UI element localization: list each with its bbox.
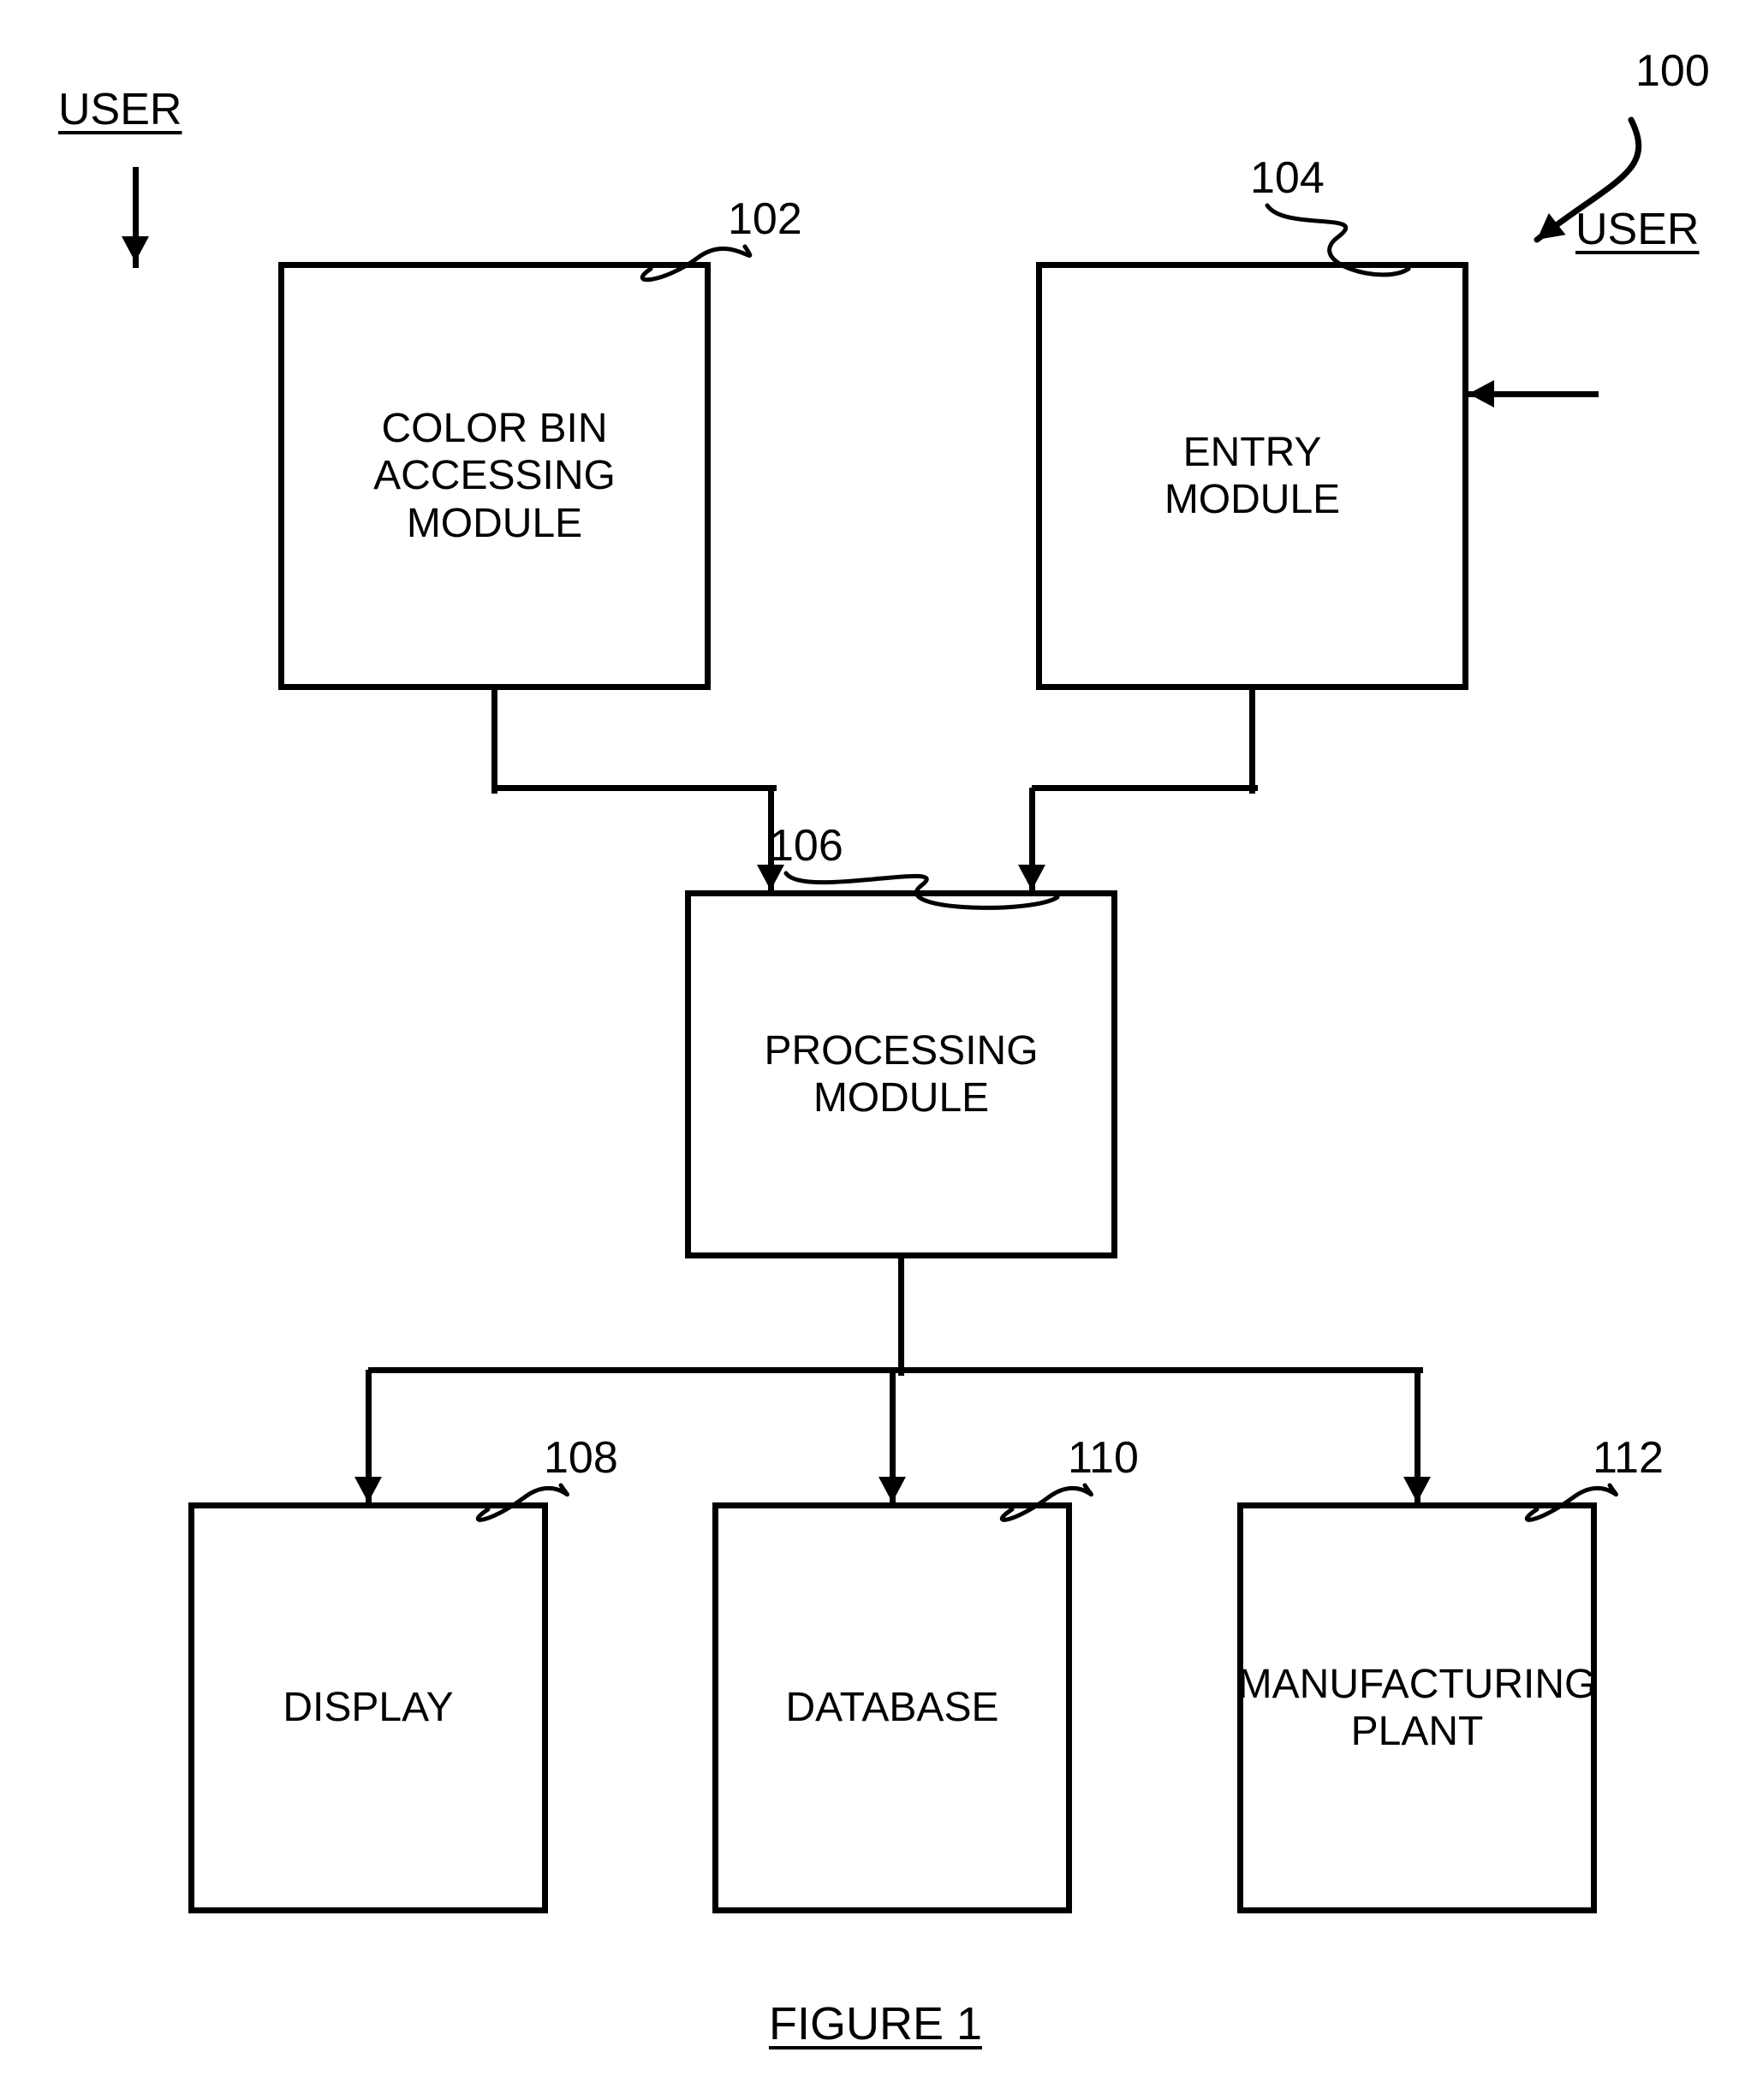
block-label: DATABASE [786, 1684, 999, 1731]
callout-curve [978, 1460, 1119, 1535]
callout-curve [454, 1460, 595, 1535]
arrow-head-icon [1018, 865, 1045, 890]
block-label: ENTRYMODULE [1164, 429, 1340, 523]
edge-segment [898, 1258, 904, 1376]
block-entry: ENTRYMODULE [1036, 262, 1468, 690]
arrow-head-icon [1468, 380, 1494, 408]
block-processing: PROCESSINGMODULE [685, 890, 1117, 1258]
edge-segment [1249, 690, 1255, 794]
edge-segment [494, 785, 777, 791]
arrow-head-icon [354, 1477, 382, 1502]
callout-curve [1503, 1460, 1644, 1535]
arrow-head-icon [878, 1477, 906, 1502]
block-label: DISPLAY [283, 1684, 453, 1731]
block-mfg: MANUFACTURINGPLANT [1237, 1502, 1597, 1913]
arrow-head-icon [1403, 1477, 1431, 1502]
block-display: DISPLAY [188, 1502, 548, 1913]
edge-segment [491, 690, 497, 794]
system-ref-arrow [1486, 94, 1683, 283]
edge-segment [1032, 785, 1258, 791]
block-label: COLOR BINACCESSINGMODULE [373, 405, 616, 547]
user-label-left: USER [58, 86, 182, 134]
system-ref-number: 100 [1635, 47, 1710, 96]
figure-1-diagram: COLOR BINACCESSINGMODULE102ENTRYMODULE10… [0, 0, 1751, 2100]
arrow-head-icon [757, 865, 784, 890]
block-label: MANUFACTURINGPLANT [1238, 1661, 1597, 1755]
block-database: DATABASE [712, 1502, 1072, 1913]
block-label: PROCESSINGMODULE [764, 1027, 1038, 1121]
edge-segment [368, 1367, 1423, 1373]
callout-curve [1233, 180, 1443, 294]
callout-curve [616, 221, 779, 294]
arrow-head-icon [122, 236, 149, 262]
figure-title: FIGURE 1 [0, 1999, 1751, 2049]
block-color_bin: COLOR BINACCESSINGMODULE [278, 262, 711, 690]
